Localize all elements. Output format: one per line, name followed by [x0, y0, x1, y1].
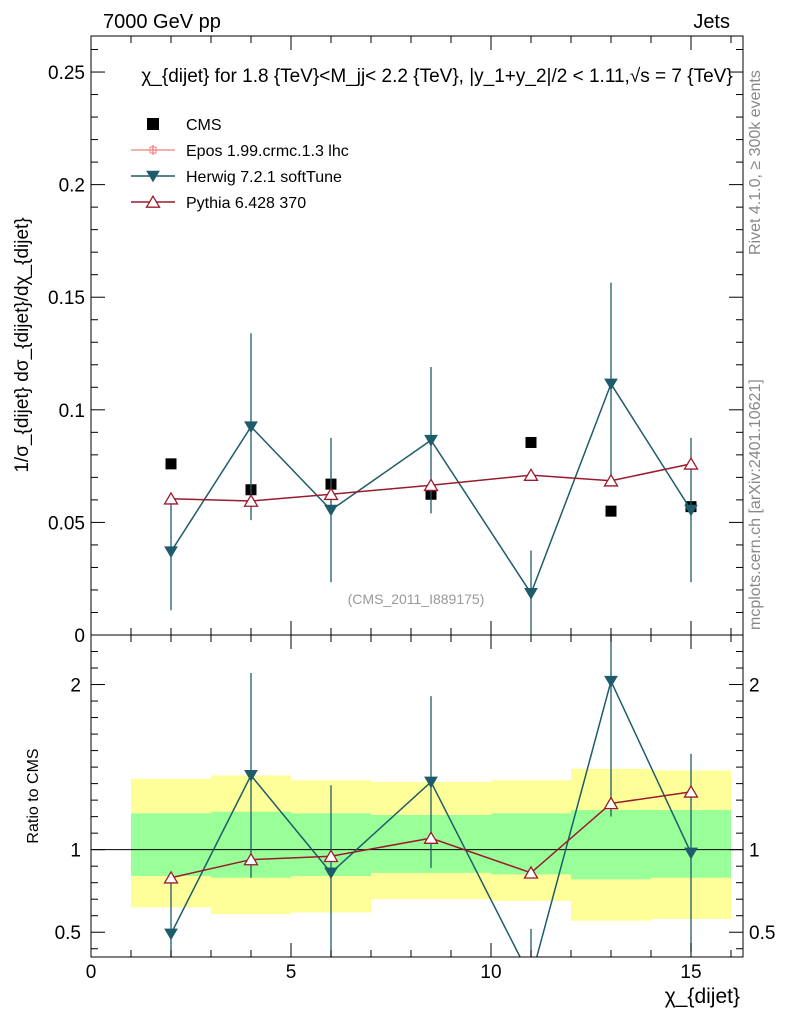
ratio-panel: 0.5 0.5 1 1 2 2 0 5 10 15 Ratio to CMS χ_{dijet}	[25, 634, 775, 1008]
main-ytick-label: 0.2	[59, 176, 85, 197]
herwig-ratio-point	[604, 675, 618, 688]
pythia-ratio-point	[683, 784, 699, 798]
pythia-point	[603, 473, 619, 487]
main-ytick-label: 0.05	[48, 513, 85, 534]
pythia-ratio-point	[323, 849, 339, 863]
cms-point	[605, 505, 617, 517]
cms-point	[525, 436, 537, 448]
legend-marker-herwig	[146, 170, 160, 183]
legend-marker-epos	[149, 146, 157, 154]
pythia-point	[243, 493, 259, 507]
main-ylabel: 1/σ_{dijet} dσ_{dijet}/dχ_{dijet}	[12, 217, 33, 472]
herwig-ratio-point	[244, 770, 258, 782]
ratio-band-green	[571, 810, 651, 880]
ratio-ytick-label: 0.5	[55, 923, 81, 944]
herwig-ratio-point	[164, 928, 178, 941]
main-series-layer	[163, 282, 699, 635]
herwig-ratio-point	[424, 776, 438, 789]
ratio-ytick-label-right: 1	[749, 841, 760, 862]
legend-label: CMS	[186, 117, 222, 134]
ratio-xtick-label: 10	[480, 962, 501, 983]
main-title: χ_{dijet} for 1.8 {TeV}<M_jj< 2.2 {TeV},…	[141, 66, 732, 87]
pythia-point	[163, 491, 179, 505]
pythia-point	[683, 456, 699, 470]
ratio-frame	[90, 634, 744, 958]
header-left: 7000 GeV pp	[103, 11, 221, 33]
main-ytick-label: 0.15	[48, 288, 85, 309]
herwig-ratio-point	[684, 847, 698, 860]
legend-label: Pythia 6.428 370	[186, 195, 306, 212]
herwig-point	[604, 378, 618, 391]
ratio-ytick-label-right: 0.5	[749, 923, 775, 944]
pythia-ratio-point	[603, 796, 619, 810]
rivet-label: Rivet 4.1.0, ≥ 300k events	[747, 70, 764, 255]
legend-label: Epos 1.99.crmc.1.3 lhc	[186, 143, 349, 160]
pythia-point	[523, 467, 539, 481]
herwig-point	[424, 434, 438, 447]
cms-point	[165, 458, 177, 470]
main-ytick-label: 0.25	[48, 63, 85, 84]
ratio-ylabel: Ratio to CMS	[25, 748, 42, 843]
ratio-xtick-label: 15	[680, 962, 701, 983]
ratio-ytick-label: 1	[70, 841, 81, 862]
main-axis-ticks: 0 0.05 0.1 0.15 0.2 0.25	[48, 36, 743, 647]
mcplots-label: mcplots.cern.ch [arXiv:2401.10621]	[747, 379, 764, 630]
ratio-xtick-label: 5	[286, 962, 297, 983]
legend-label: Herwig 7.2.1 softTune	[186, 169, 342, 186]
ratio-band-green	[491, 813, 571, 875]
ratio-ytick-label-right: 2	[749, 676, 760, 697]
legend: CMS Epos 1.99.crmc.1.3 lhc Herwig 7.2.1 so…	[131, 117, 349, 212]
ratio-ytick-label: 2	[70, 676, 81, 697]
herwig-ratio-point	[324, 867, 338, 880]
herwig-point	[244, 421, 258, 434]
herwig-point	[164, 546, 178, 559]
legend-marker-pythia	[145, 194, 161, 208]
main-ytick-label: 0	[74, 626, 85, 647]
herwig-point	[524, 588, 538, 600]
pythia-ratio-point	[163, 870, 179, 884]
ratio-series-layer	[163, 635, 699, 957]
pythia-ratio-point	[423, 830, 439, 844]
ratio-axis-ticks: 0.5 0.5 1 1 2 2 0 5 10 15	[55, 635, 775, 983]
pythia-ratio-point	[243, 852, 259, 866]
main-watermark: (CMS_2011_I889175)	[348, 591, 485, 607]
herwig-point	[684, 504, 698, 517]
pythia-point	[423, 478, 439, 492]
pythia-point	[323, 487, 339, 501]
pythia-ratio-point	[523, 865, 539, 879]
legend-marker-cms	[147, 118, 159, 130]
x-axis-label: χ_{dijet}	[665, 985, 740, 1008]
ratio-band-green	[131, 813, 211, 877]
herwig-point	[324, 504, 338, 517]
main-ytick-label: 0.1	[59, 401, 85, 422]
ratio-xtick-label: 0	[86, 962, 97, 983]
main-panel: 0 0.05 0.1 0.15 0.2 0.25 (CMS_2011_I889175) χ…	[12, 35, 744, 647]
header-right: Jets	[693, 11, 730, 33]
